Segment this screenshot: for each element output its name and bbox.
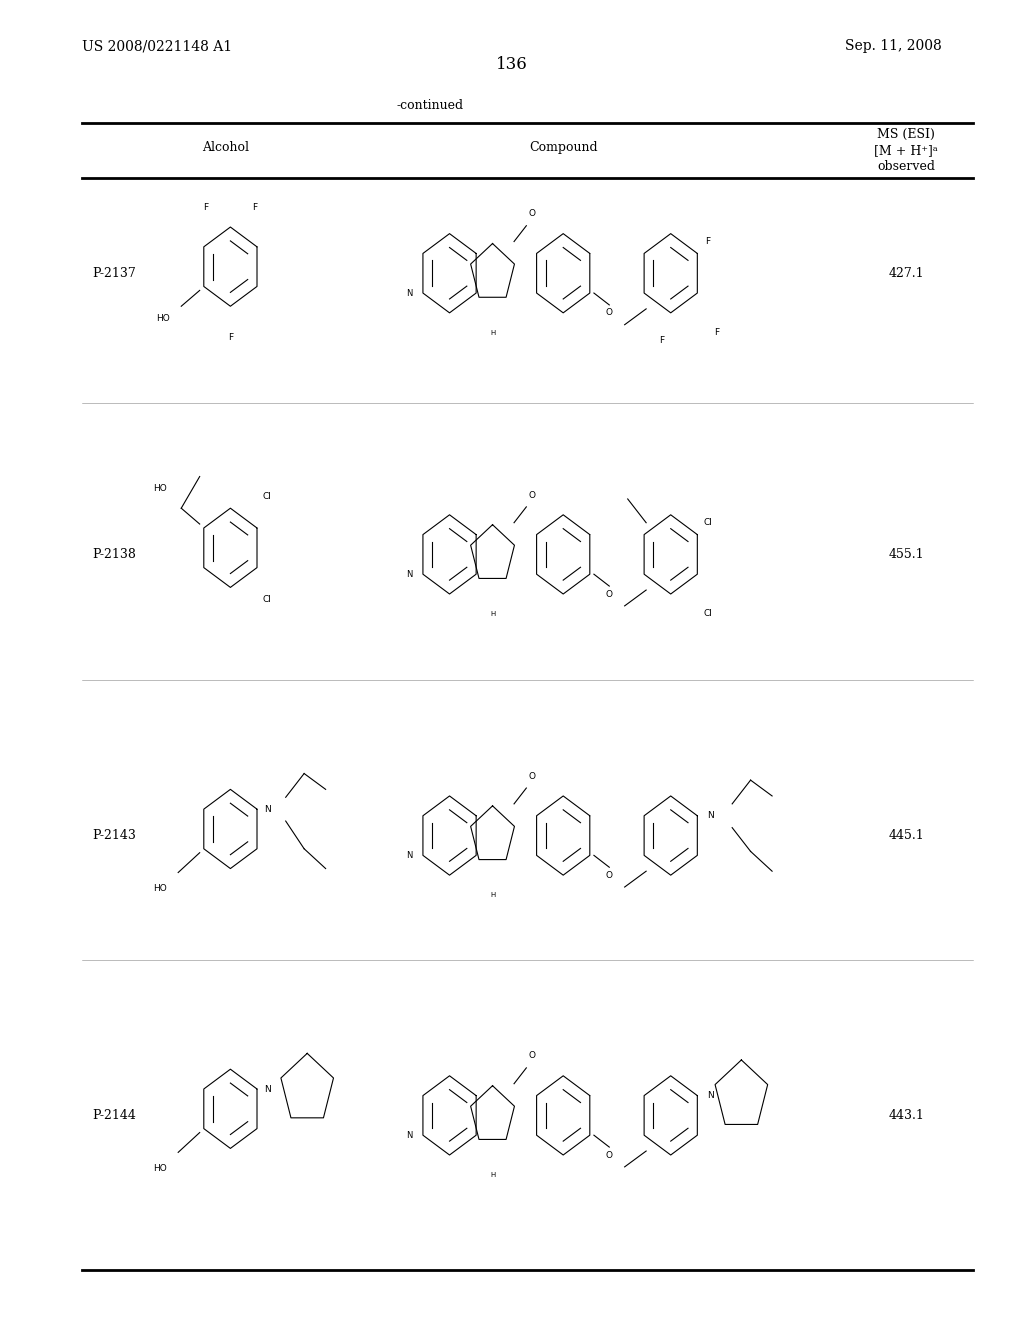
Text: HO: HO bbox=[153, 1164, 167, 1172]
Text: HO: HO bbox=[156, 314, 170, 322]
Text: N: N bbox=[264, 805, 270, 813]
Text: 445.1: 445.1 bbox=[889, 829, 924, 842]
Text: Cl: Cl bbox=[263, 492, 271, 500]
Text: Sep. 11, 2008: Sep. 11, 2008 bbox=[846, 40, 942, 53]
Text: Cl: Cl bbox=[703, 610, 712, 618]
Text: HO: HO bbox=[153, 484, 167, 492]
Text: N: N bbox=[708, 1092, 714, 1100]
Text: [M + H⁺]ᵃ: [M + H⁺]ᵃ bbox=[874, 144, 938, 157]
Text: P-2138: P-2138 bbox=[92, 548, 136, 561]
Text: N: N bbox=[407, 570, 413, 578]
Text: 443.1: 443.1 bbox=[888, 1109, 925, 1122]
Text: N: N bbox=[708, 812, 714, 820]
Text: H: H bbox=[489, 1172, 496, 1177]
Text: Alcohol: Alcohol bbox=[202, 141, 249, 154]
Text: N: N bbox=[264, 1085, 270, 1093]
Text: 136: 136 bbox=[496, 57, 528, 73]
Text: O: O bbox=[529, 210, 536, 218]
Text: US 2008/0221148 A1: US 2008/0221148 A1 bbox=[82, 40, 232, 53]
Text: N: N bbox=[407, 1131, 413, 1139]
Text: observed: observed bbox=[878, 160, 935, 173]
Text: Cl: Cl bbox=[263, 595, 271, 603]
Text: F: F bbox=[203, 203, 209, 211]
Text: O: O bbox=[529, 772, 536, 780]
Text: O: O bbox=[606, 590, 612, 598]
Text: O: O bbox=[606, 1151, 612, 1159]
Text: F: F bbox=[252, 203, 258, 211]
Text: Cl: Cl bbox=[703, 519, 712, 527]
Text: H: H bbox=[489, 892, 496, 898]
Text: F: F bbox=[227, 334, 233, 342]
Text: H: H bbox=[489, 330, 496, 335]
Text: P-2137: P-2137 bbox=[92, 267, 136, 280]
Text: F: F bbox=[658, 337, 665, 345]
Text: O: O bbox=[606, 309, 612, 317]
Text: F: F bbox=[714, 329, 720, 337]
Text: O: O bbox=[529, 1052, 536, 1060]
Text: Compound: Compound bbox=[528, 141, 598, 154]
Text: N: N bbox=[407, 289, 413, 297]
Text: H: H bbox=[489, 611, 496, 616]
Text: MS (ESI): MS (ESI) bbox=[878, 128, 935, 141]
Text: P-2144: P-2144 bbox=[92, 1109, 136, 1122]
Text: -continued: -continued bbox=[396, 99, 464, 112]
Text: N: N bbox=[407, 851, 413, 859]
Text: F: F bbox=[705, 238, 711, 246]
Text: O: O bbox=[529, 491, 536, 499]
Text: 427.1: 427.1 bbox=[889, 267, 924, 280]
Text: P-2143: P-2143 bbox=[92, 829, 136, 842]
Text: HO: HO bbox=[153, 884, 167, 892]
Text: 455.1: 455.1 bbox=[889, 548, 924, 561]
Text: O: O bbox=[606, 871, 612, 879]
